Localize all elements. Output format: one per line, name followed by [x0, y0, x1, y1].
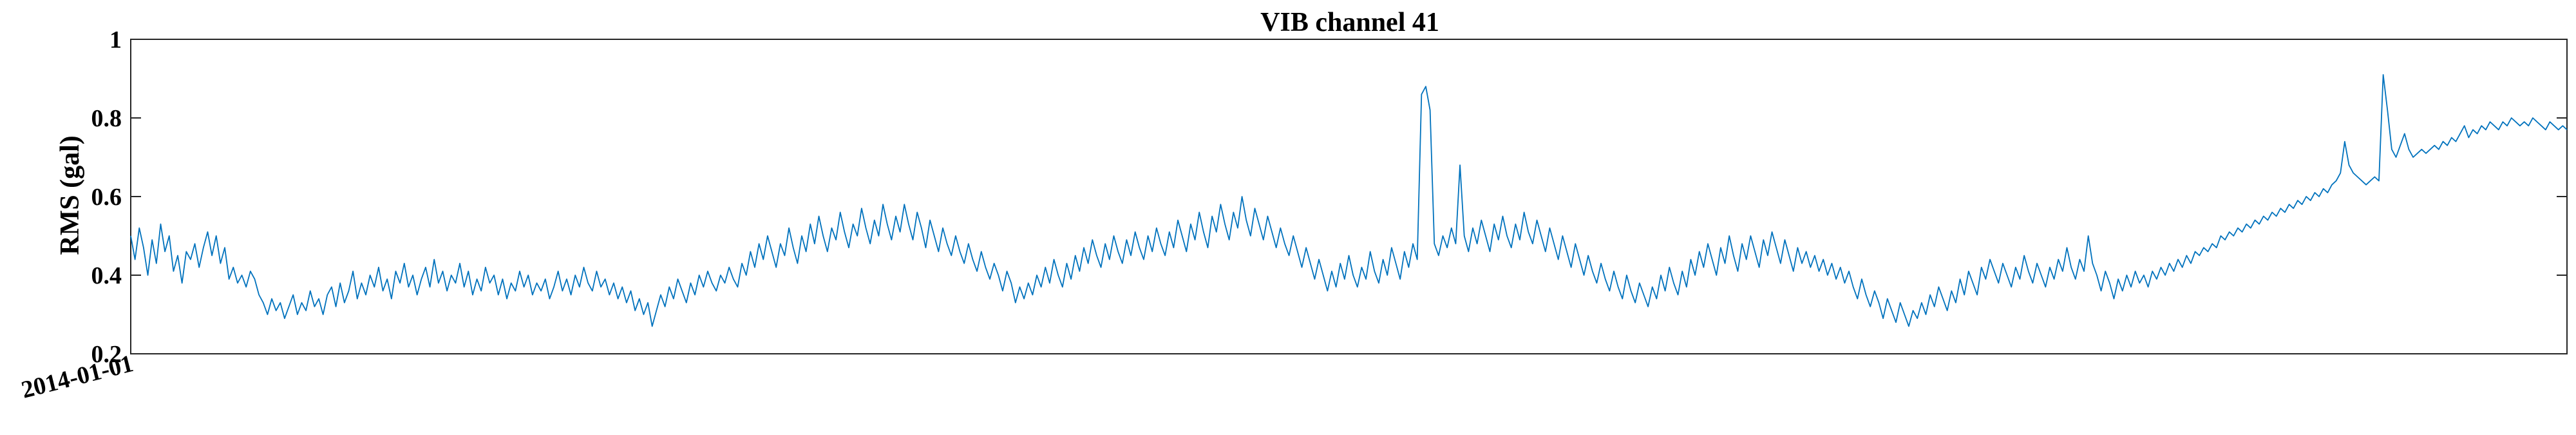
y-tick-label: 0.6 — [91, 184, 122, 211]
x-axis-ticks: 2014-01-01 — [19, 343, 136, 404]
y-tick-label: 0.4 — [91, 262, 122, 289]
plot-area-frame — [130, 39, 2568, 354]
y-tick-label: 1 — [109, 26, 122, 53]
y-tick-label: 0.2 — [91, 341, 122, 368]
y-axis-label: RMS (gal) — [55, 135, 85, 255]
y-tick-label: 0.8 — [91, 105, 122, 132]
chart-title: VIB channel 41 — [1260, 8, 1439, 37]
series-line — [130, 74, 2568, 327]
y-axis-ticks: 0.2 0.4 0.6 0.8 1 — [91, 26, 2567, 368]
x-tick-label: 2014-01-01 — [19, 350, 136, 404]
